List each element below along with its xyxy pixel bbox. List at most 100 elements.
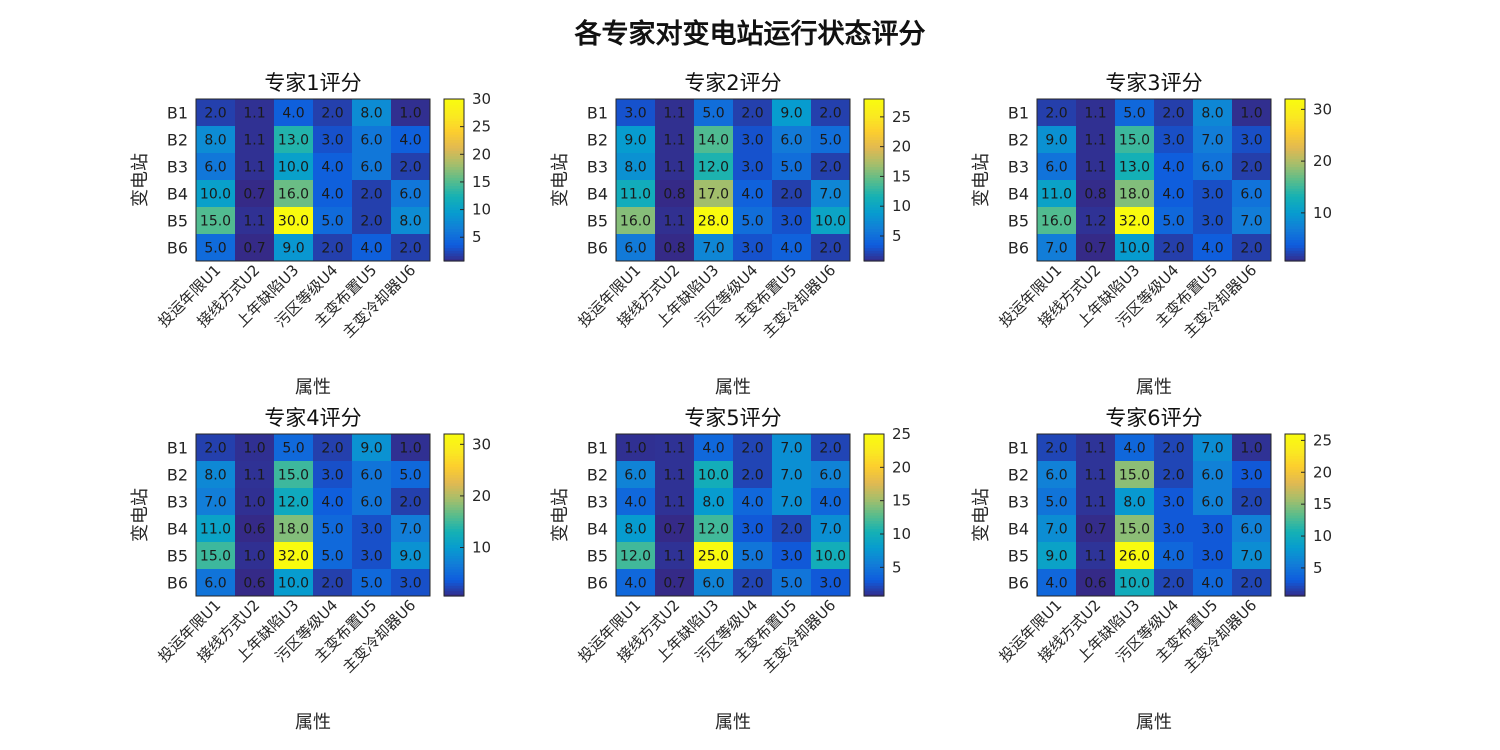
chart-2-colorbar-segment	[864, 217, 884, 222]
chart-2-value-label: 0.8	[663, 187, 685, 203]
chart-3-colorbar-segment	[1285, 225, 1305, 230]
chart-5-colorbar-segment	[864, 461, 884, 465]
chart-1-cell-r1c3	[274, 99, 313, 126]
chart-5-value-label: 4.0	[741, 495, 763, 511]
chart-3-colorbar-segment	[1285, 120, 1305, 124]
chart-5-colorbar-segment	[864, 504, 884, 508]
chart-1-value-label: 4.0	[282, 106, 304, 122]
chart-6-colorbar-segment	[1285, 566, 1305, 570]
chart-5-colorbar-segment	[864, 482, 884, 486]
chart-4-value-label: 5.0	[321, 549, 343, 565]
chart-3-value-label: 5.0	[1123, 106, 1145, 122]
chart-1-title: 专家1评分	[264, 71, 361, 95]
chart-6-y-tick-label: B6	[1008, 574, 1029, 593]
chart-2-colorbar-segment	[864, 196, 884, 200]
chart-3-value-label: 16.0	[1041, 214, 1072, 230]
chart-1-colorbar-segment	[444, 185, 464, 189]
chart-5-value-label: 0.7	[663, 522, 685, 538]
chart-1-colorbar-segment	[444, 131, 464, 135]
chart-4-value-label: 3.0	[399, 576, 421, 592]
chart-4-colorbar-segment	[444, 577, 464, 581]
chart-4-y-tick-label: B3	[167, 493, 188, 512]
chart-2-colorbar-segment	[864, 201, 884, 205]
chart-6-colorbar-box	[1284, 433, 1306, 597]
chart-2-colorbar-segment	[864, 252, 884, 257]
chart-3-y-tick-label: B1	[1008, 104, 1029, 123]
chart-4-value-label: 2.0	[321, 576, 343, 592]
chart-5-cell-r4c4	[733, 515, 772, 542]
chart-1-colorbar-tick-label: 15	[472, 173, 491, 191]
chart-1-cell-r4c2	[235, 180, 274, 207]
chart-6-value-label: 4.0	[1201, 576, 1223, 592]
chart-1-cell-r4c1	[196, 180, 235, 207]
chart-3-cell-r5c3	[1115, 207, 1154, 234]
chart-5-colorbar-segment	[864, 585, 884, 589]
chart-4-cell-r4c2	[235, 515, 274, 542]
chart-1-colorbar-segment	[444, 112, 464, 116]
chart-3-axes-box	[1036, 98, 1272, 262]
chart-5-value-label: 8.0	[702, 495, 724, 511]
chart-1-y-tick-label: B5	[167, 212, 188, 231]
chart-6-colorbar-segment	[1285, 466, 1305, 470]
chart-4-title: 专家4评分	[264, 406, 361, 430]
chart-1-cell-r5c2	[235, 207, 274, 234]
chart-2-colorbar-segment	[864, 163, 884, 168]
chart-2-value-label: 6.0	[624, 241, 646, 257]
chart-1-colorbar-segment	[444, 139, 464, 143]
chart-3-value-label: 6.0	[1045, 160, 1067, 176]
chart-5-y-tick-label: B6	[587, 574, 608, 593]
chart-1-value-label: 4.0	[321, 160, 343, 176]
chart-2-colorbar-segment	[864, 115, 884, 119]
chart-6-colorbar-segment	[1285, 528, 1305, 532]
chart-5-value-label: 6.0	[624, 468, 646, 484]
chart-4-colorbar-segment	[444, 474, 464, 478]
chart-6-cell-r5c5	[1193, 542, 1232, 569]
chart-2-colorbar-segment	[864, 147, 884, 151]
chart-5-colorbar-segment	[864, 444, 884, 449]
chart-4-value-label: 11.0	[200, 522, 231, 538]
chart-6-colorbar-segment	[1285, 490, 1305, 494]
chart-1-cell-r3c6	[391, 153, 430, 180]
chart-4-cell-r4c3	[274, 515, 313, 542]
chart-2-colorbar-segment	[864, 188, 884, 192]
chart-1-value-label: 13.0	[278, 133, 309, 149]
chart-6-colorbar-segment	[1285, 474, 1305, 478]
chart-1-colorbar-segment	[444, 242, 464, 246]
chart-2-colorbar-segment	[864, 123, 884, 127]
chart-6-colorbar-segment	[1285, 523, 1305, 527]
chart-2-colorbar-segment	[864, 209, 884, 213]
chart-6-colorbar-tick-label: 10	[1313, 527, 1332, 545]
chart-1-colorbar-segment	[444, 126, 464, 130]
chart-5-colorbar-segment	[864, 528, 884, 532]
chart-5-value-label: 3.0	[780, 549, 802, 565]
chart-4-cell-r2c5	[352, 461, 391, 488]
chart-5-value-label: 3.0	[741, 522, 763, 538]
chart-3-cell-r6c4	[1154, 234, 1193, 261]
chart-1-colorbar-segment	[444, 182, 464, 186]
chart-3-value-label: 6.0	[1201, 160, 1223, 176]
chart-5-value-label: 6.0	[819, 468, 841, 484]
chart-2-colorbar-segment	[864, 166, 884, 170]
chart-6-value-label: 10.0	[1119, 576, 1150, 592]
chart-3-colorbar-segment	[1285, 196, 1305, 200]
chart-3-colorbar-segment	[1285, 201, 1305, 205]
chart-4-colorbar-segment	[444, 528, 464, 532]
chart-2-value-label: 5.0	[780, 160, 802, 176]
chart-6-colorbar-segment	[1285, 488, 1305, 492]
chart-3-cell-r3c4	[1154, 153, 1193, 180]
chart-6-value-label: 15.0	[1119, 522, 1150, 538]
chart-6-cell-r5c1	[1037, 542, 1076, 569]
chart-2-cell-r2c1	[616, 126, 655, 153]
chart-2-value-label: 10.0	[815, 214, 846, 230]
chart-2-y-tick-label: B4	[587, 185, 608, 204]
chart-2-colorbar-segment	[864, 220, 884, 224]
chart-2-value-label: 0.8	[663, 241, 685, 257]
chart-4-cell-r6c3	[274, 569, 313, 596]
chart-3-value-label: 9.0	[1045, 133, 1067, 149]
chart-5-colorbar-segment	[864, 471, 884, 476]
chart-5-colorbar-segment	[864, 450, 884, 454]
chart-4-x-axis-label: 属性	[295, 712, 331, 733]
chart-6-cell-r1c1	[1037, 434, 1076, 461]
chart-4-cell-r3c2	[235, 488, 274, 515]
chart-3-cell-r4c5	[1193, 180, 1232, 207]
